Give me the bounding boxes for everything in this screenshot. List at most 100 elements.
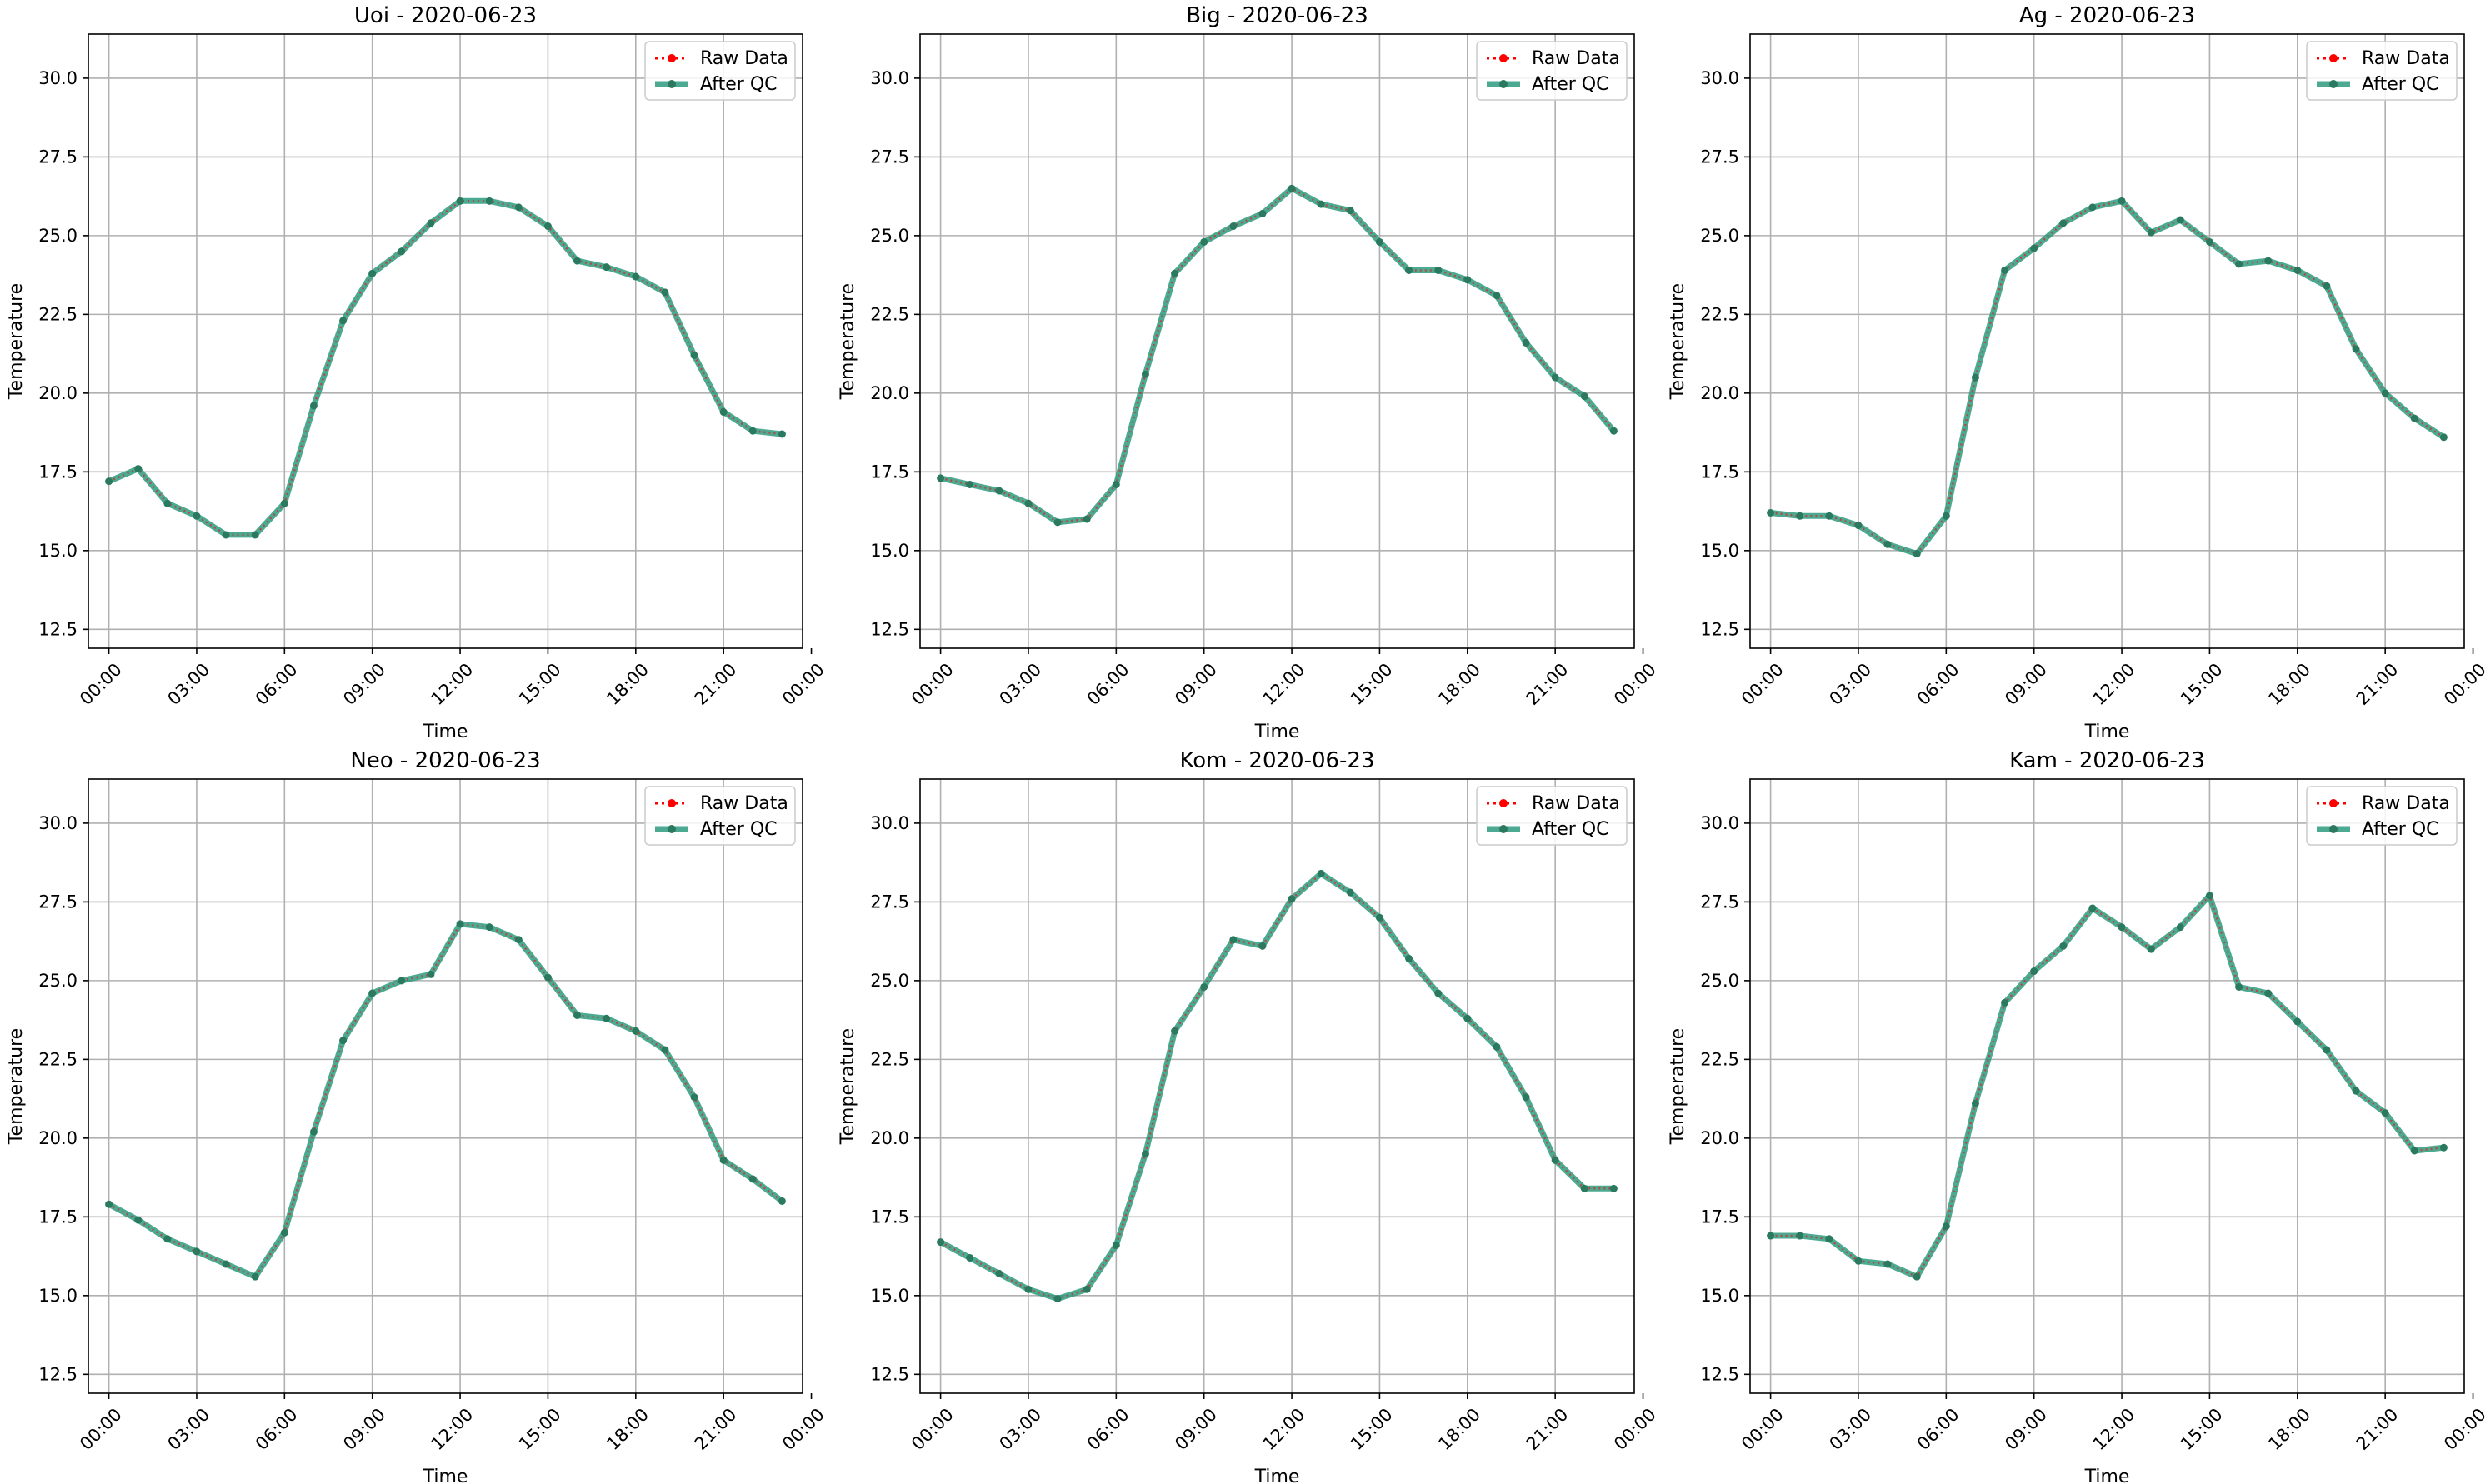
chart-title: Uoi - 2020-06-23 [354, 3, 537, 28]
data-point [2147, 945, 2155, 953]
y-tick-label: 17.5 [1700, 462, 1739, 482]
data-point [368, 269, 377, 277]
chart-title: Kom - 2020-06-23 [1180, 748, 1375, 773]
data-point [1463, 276, 1472, 284]
axes-frame [919, 778, 1635, 1394]
legend: Raw Data After QC [1476, 41, 1628, 101]
data-point [1258, 209, 1267, 217]
axes-frame [919, 33, 1635, 649]
x-axis-label: Time [2084, 1467, 2130, 1484]
y-tick-label: 25.0 [38, 226, 78, 246]
data-point [1317, 200, 1325, 208]
legend-marker-after-qc [1499, 80, 1508, 88]
data-point [1171, 269, 1179, 277]
data-point [2381, 389, 2389, 397]
legend-label-raw-data: Raw Data [1532, 793, 1620, 814]
data-point [280, 499, 288, 507]
data-point [2235, 982, 2243, 991]
legend: Raw Data After QC [644, 786, 796, 846]
data-point [543, 222, 552, 231]
y-tick-label: 30.0 [870, 813, 909, 833]
data-point [398, 247, 406, 256]
y-tick-label: 30.0 [38, 813, 78, 833]
legend-marker-raw-data [1499, 799, 1508, 807]
data-point [1580, 1184, 1588, 1192]
legend-label-raw-data: Raw Data [1532, 48, 1620, 69]
y-tick-label: 15.0 [1700, 541, 1739, 561]
data-point [543, 973, 552, 982]
data-point [1767, 1232, 1775, 1240]
data-point [2176, 216, 2184, 224]
data-point [966, 480, 974, 488]
y-tick-label: 17.5 [38, 1207, 78, 1227]
data-point [1942, 1222, 1950, 1231]
data-point [2323, 1046, 2331, 1054]
y-tick-label: 27.5 [870, 892, 909, 912]
y-tick-label: 22.5 [870, 1049, 909, 1069]
data-point [1083, 515, 1091, 523]
data-point [456, 920, 464, 928]
data-point [134, 465, 143, 473]
data-point [427, 970, 435, 978]
data-point [632, 272, 640, 281]
data-point [719, 1156, 728, 1164]
y-tick-label: 20.0 [870, 1128, 909, 1148]
y-axis-label: Temperature [838, 1028, 858, 1145]
data-point [2059, 219, 2068, 227]
data-point [2352, 1087, 2360, 1095]
data-point [1971, 373, 1979, 382]
legend-marker-raw-data [2329, 54, 2338, 62]
data-point [134, 1216, 143, 1224]
data-point [937, 474, 945, 482]
series-line-raw-data [108, 922, 783, 1278]
y-axis-label: Temperature [838, 283, 858, 400]
data-point [1317, 869, 1325, 877]
legend-label-after-qc: After QC [2362, 74, 2439, 95]
y-tick-label: 20.0 [870, 383, 909, 403]
data-point [778, 1197, 786, 1205]
data-point [2264, 989, 2273, 997]
data-point [1375, 913, 1383, 922]
data-point [1522, 338, 1530, 347]
data-point [1913, 550, 1921, 558]
x-axis-label: Time [1254, 722, 1300, 742]
data-point [1942, 512, 1950, 520]
data-point [485, 923, 493, 932]
legend-marker-raw-data [668, 799, 676, 807]
data-point [1141, 1150, 1149, 1158]
legend-label-after-qc: After QC [700, 819, 778, 840]
data-point [1825, 1235, 1833, 1243]
data-point [1229, 222, 1238, 231]
data-point [2381, 1109, 2389, 1117]
data-point [1024, 1285, 1033, 1293]
data-point [1551, 373, 1559, 382]
data-point [2410, 1147, 2418, 1155]
data-point [1405, 266, 1413, 274]
data-point [1200, 237, 1208, 246]
data-point [1971, 1099, 1979, 1107]
y-tick-label: 20.0 [1700, 383, 1739, 403]
data-point [1883, 1260, 1892, 1268]
y-tick-label: 17.5 [38, 462, 78, 482]
data-point [1767, 508, 1775, 517]
data-point [1854, 1257, 1863, 1265]
x-axis-label: Time [423, 722, 468, 742]
y-tick-label: 25.0 [1700, 226, 1739, 246]
legend-label-after-qc: After QC [2362, 819, 2439, 840]
y-tick-label: 20.0 [38, 1128, 78, 1148]
data-point [2001, 998, 2009, 1007]
data-point [690, 352, 698, 360]
data-point [573, 257, 582, 265]
y-tick-label: 15.0 [1700, 1286, 1739, 1306]
data-point [1346, 207, 1354, 215]
data-point [2001, 266, 2009, 274]
data-point [632, 1027, 640, 1035]
data-point [1200, 982, 1208, 991]
data-point [1375, 237, 1383, 246]
data-point [2147, 228, 2155, 237]
axes-frame [88, 778, 803, 1394]
data-point [1580, 392, 1588, 401]
data-point [937, 1238, 945, 1247]
data-point [1463, 1014, 1472, 1022]
data-point [193, 1247, 201, 1256]
